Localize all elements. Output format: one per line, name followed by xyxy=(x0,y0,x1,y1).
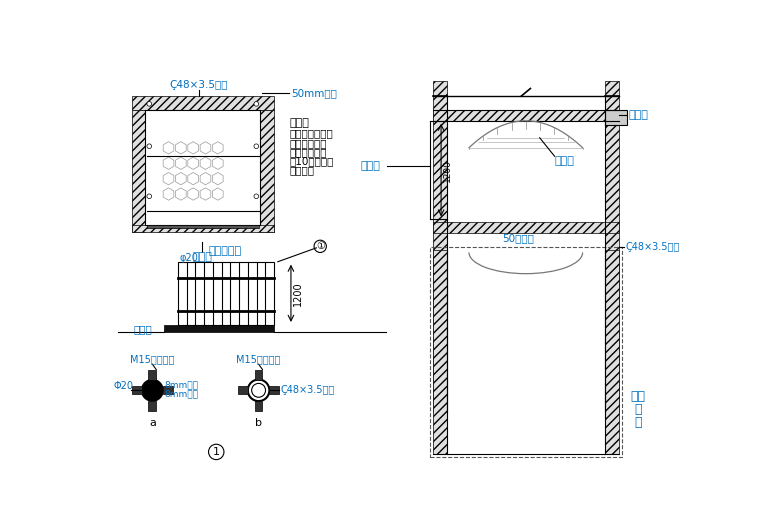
Bar xyxy=(145,110,260,225)
Text: 每二层（不大: 每二层（不大 xyxy=(290,147,327,157)
Text: Ç48×3.5钉管: Ç48×3.5钉管 xyxy=(280,385,334,395)
Bar xyxy=(433,222,619,233)
Text: 说明：: 说明： xyxy=(290,118,309,128)
Text: Ç48×3.5钉管: Ç48×3.5钉管 xyxy=(169,80,228,90)
Text: Φ20: Φ20 xyxy=(113,381,133,391)
Bar xyxy=(605,250,619,454)
Circle shape xyxy=(254,144,258,148)
Text: φ20: φ20 xyxy=(179,253,198,263)
Bar xyxy=(131,225,274,232)
Bar xyxy=(131,110,145,232)
Text: 坑: 坑 xyxy=(635,416,642,429)
Text: 1: 1 xyxy=(213,447,220,457)
Text: 1200: 1200 xyxy=(443,159,452,181)
Text: 施工层: 施工层 xyxy=(629,111,648,120)
Circle shape xyxy=(252,384,265,397)
Bar xyxy=(255,401,262,411)
Bar xyxy=(131,386,141,394)
Circle shape xyxy=(208,444,224,460)
Bar xyxy=(148,401,157,411)
Bar xyxy=(147,225,258,228)
Bar xyxy=(163,386,173,394)
Bar xyxy=(605,81,619,412)
Text: 防护门: 防护门 xyxy=(192,252,212,262)
Bar xyxy=(605,110,627,124)
Circle shape xyxy=(314,240,326,253)
Text: 50厘木板: 50厘木板 xyxy=(502,233,534,243)
Text: 电梯: 电梯 xyxy=(631,390,646,403)
Text: M15膨胀螺栓: M15膨胀螺栓 xyxy=(236,354,280,364)
Text: Ç48×3.5鑉管: Ç48×3.5鑉管 xyxy=(625,242,679,252)
Text: 井: 井 xyxy=(635,403,642,416)
Bar xyxy=(131,96,274,110)
Circle shape xyxy=(254,194,258,198)
Circle shape xyxy=(147,102,151,106)
Bar xyxy=(260,110,274,232)
Text: 于10米）设一: 于10米）设一 xyxy=(290,156,334,166)
Bar xyxy=(255,370,262,379)
Circle shape xyxy=(248,379,269,401)
Circle shape xyxy=(147,144,151,148)
Circle shape xyxy=(141,379,163,401)
Bar xyxy=(433,110,619,121)
Circle shape xyxy=(147,194,151,198)
Text: 穿脚手架管；: 穿脚手架管； xyxy=(290,138,327,148)
Text: 8mm钉板: 8mm钉板 xyxy=(165,380,198,389)
Bar xyxy=(433,81,447,412)
Text: 在墙上预留孔，: 在墙上预留孔， xyxy=(290,129,333,138)
Bar xyxy=(238,386,248,394)
Text: 钉筋铁栅门: 钉筋铁栅门 xyxy=(209,246,242,256)
Text: M15膨胀螺栓: M15膨胀螺栓 xyxy=(130,354,175,364)
Text: 防护门: 防护门 xyxy=(360,161,380,171)
Text: 1200: 1200 xyxy=(293,281,303,305)
Text: ①: ① xyxy=(316,242,325,251)
Bar xyxy=(178,262,274,325)
Circle shape xyxy=(254,102,258,106)
Bar xyxy=(430,247,622,458)
Text: 道安全网: 道安全网 xyxy=(290,165,315,176)
Text: b: b xyxy=(255,418,262,428)
Text: a: a xyxy=(149,418,156,428)
Bar xyxy=(148,370,157,379)
Text: 踢脚板: 踢脚板 xyxy=(134,323,153,334)
Text: 8mm钉板: 8mm钉板 xyxy=(165,389,198,398)
Text: 50mm间隙: 50mm间隙 xyxy=(291,88,337,98)
Bar xyxy=(269,386,280,394)
Bar xyxy=(164,325,274,332)
Text: 安全网: 安全网 xyxy=(555,156,575,166)
Bar xyxy=(433,250,447,454)
